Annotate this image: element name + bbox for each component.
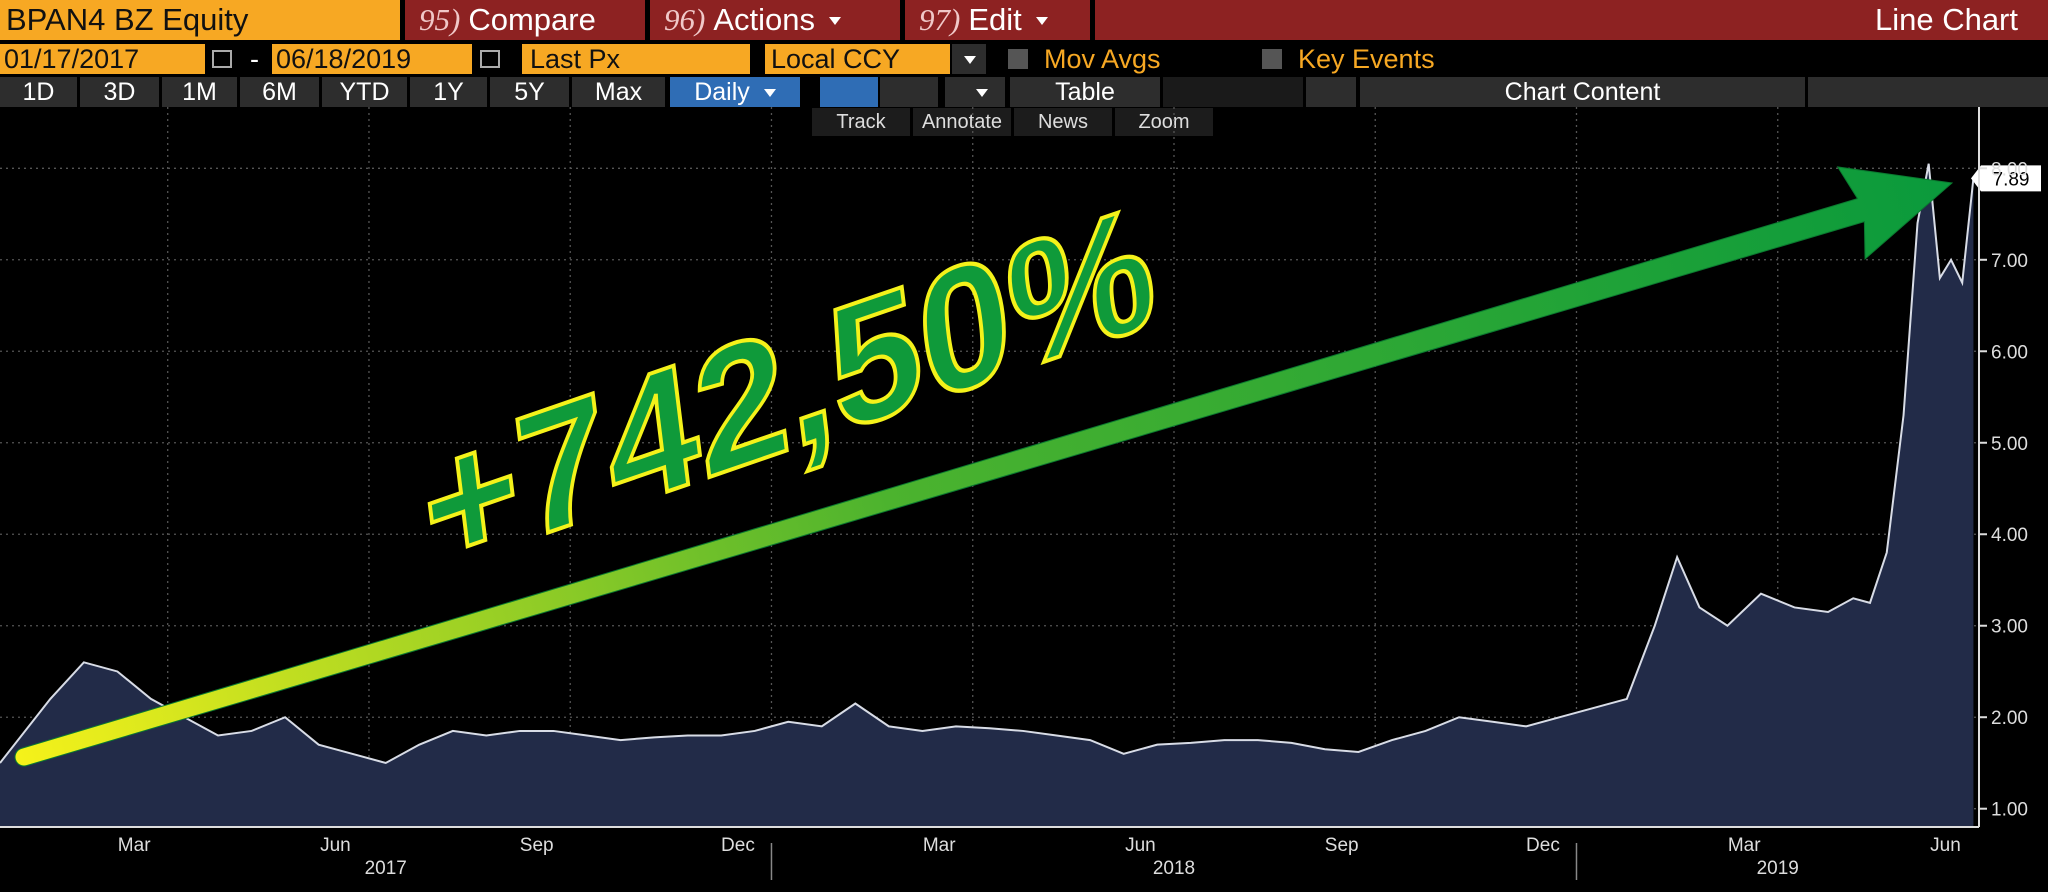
range-button-text: 6M bbox=[262, 77, 297, 106]
tool-button[interactable]: Track bbox=[812, 108, 910, 136]
more-dropdown[interactable] bbox=[945, 77, 1005, 107]
currency-dropdown[interactable] bbox=[952, 44, 986, 74]
y-tick-label: 1.00 bbox=[1991, 800, 2028, 821]
field[interactable]: Last Px bbox=[522, 44, 750, 74]
y-tick-label: 7.00 bbox=[1991, 251, 2028, 272]
calendar bbox=[212, 50, 232, 68]
settings-gear[interactable] bbox=[1808, 77, 2048, 107]
tool-button-text: Annotate bbox=[921, 110, 1003, 133]
x-tick-label: Dec bbox=[1526, 835, 1560, 856]
menu-number: 97) bbox=[919, 2, 961, 37]
checkbox-option[interactable]: Key Events bbox=[1262, 44, 1542, 74]
checkbox[interactable] bbox=[1008, 49, 1028, 69]
tool-button-text: Track bbox=[836, 110, 886, 133]
ticker[interactable]: BPAN4 BZ Equity bbox=[0, 0, 400, 40]
tool-button[interactable]: Annotate bbox=[913, 108, 1011, 136]
range-button-text: 3D bbox=[103, 77, 136, 106]
currency-text: Local CCY bbox=[771, 43, 901, 74]
range-button[interactable]: 5Y bbox=[490, 77, 569, 107]
menu-number: 96) bbox=[664, 2, 706, 37]
start-date-text: 01/17/2017 bbox=[4, 43, 140, 74]
option-label: Key Events bbox=[1298, 43, 1435, 74]
tool-button-text: Zoom bbox=[1138, 110, 1190, 133]
x-tick-label: Jun bbox=[1930, 835, 1961, 856]
x-tick-label: Mar bbox=[118, 835, 151, 856]
range-button[interactable]: 1M bbox=[162, 77, 237, 107]
range-button[interactable]: 1Y bbox=[410, 77, 487, 107]
menu-label: Edit bbox=[968, 2, 1022, 37]
end-date-text: 06/18/2019 bbox=[276, 43, 412, 74]
menu-button[interactable]: 97) Edit bbox=[905, 0, 1090, 40]
table-button[interactable]: Table bbox=[1010, 77, 1160, 107]
arrow-shape bbox=[14, 166, 1954, 767]
y-tick-label: 4.00 bbox=[1991, 525, 2028, 546]
chart-content[interactable]: Chart Content bbox=[1360, 77, 1805, 107]
menu-button[interactable]: 96) Actions bbox=[650, 0, 900, 40]
end-date[interactable]: 06/18/2019 bbox=[272, 44, 472, 74]
tool-button[interactable]: News bbox=[1014, 108, 1112, 136]
x-tick-label: Sep bbox=[520, 835, 554, 856]
x-tick-label: Mar bbox=[923, 835, 956, 856]
collapse-button[interactable] bbox=[1306, 77, 1356, 107]
menu-label: Compare bbox=[468, 2, 596, 37]
frequency-text: Daily bbox=[694, 77, 750, 106]
start-date[interactable]: 01/17/2017 bbox=[0, 44, 205, 74]
y-tick-label: 5.00 bbox=[1991, 434, 2028, 455]
ticker-text: BPAN4 BZ Equity bbox=[6, 2, 249, 37]
field-text: Last Px bbox=[530, 43, 621, 74]
range-button-text: 1Y bbox=[433, 77, 464, 106]
x-tick-label: Jun bbox=[320, 835, 351, 856]
chart-type[interactable] bbox=[880, 77, 938, 107]
range-button[interactable]: 6M bbox=[240, 77, 319, 107]
last-value-label: 7.89 bbox=[1993, 169, 2030, 190]
currency[interactable]: Local CCY bbox=[765, 44, 950, 74]
frequency[interactable]: Daily bbox=[670, 77, 800, 107]
y-tick-label: 6.00 bbox=[1991, 342, 2028, 363]
annotation: +742,50% bbox=[412, 167, 1164, 610]
area bbox=[0, 163, 1974, 827]
tool-button-text: News bbox=[1037, 110, 1088, 133]
tool-button[interactable]: Zoom bbox=[1115, 108, 1213, 136]
spacer bbox=[1163, 77, 1303, 107]
range-button-text: 1D bbox=[22, 77, 55, 106]
x-tick-label: Sep bbox=[1325, 835, 1359, 856]
range-button[interactable]: 3D bbox=[80, 77, 159, 107]
y-tick-label: 8.00 bbox=[1991, 159, 2028, 180]
x-year-label: 2019 bbox=[1757, 858, 1799, 879]
option-label: Mov Avgs bbox=[1044, 43, 1161, 74]
range-button[interactable]: 1D bbox=[0, 77, 77, 107]
range-button-text: Max bbox=[594, 77, 643, 106]
checkbox-option[interactable]: Mov Avgs bbox=[1008, 44, 1288, 74]
range-button-text: YTD bbox=[339, 77, 390, 106]
menu-button[interactable]: 95) Compare bbox=[405, 0, 645, 40]
y-tick-label: 3.00 bbox=[1991, 617, 2028, 638]
y-tick-label: 2.00 bbox=[1991, 708, 2028, 729]
line bbox=[0, 163, 1975, 765]
x-tick-label: Dec bbox=[721, 835, 755, 856]
range-button-text: 1M bbox=[182, 77, 217, 106]
date-sep-text: - bbox=[250, 43, 259, 74]
menu-label: Actions bbox=[713, 2, 815, 37]
x-year-label: 2017 bbox=[365, 858, 407, 879]
range-button-text: 5Y bbox=[514, 77, 545, 106]
view-title: Line Chart bbox=[1095, 0, 2048, 40]
date-sep: - bbox=[250, 44, 270, 74]
table-button-text: Table bbox=[1055, 77, 1115, 106]
calendar bbox=[480, 50, 500, 68]
x-year-label: 2018 bbox=[1153, 858, 1195, 879]
range-button[interactable]: YTD bbox=[322, 77, 407, 107]
view-title-text: Line Chart bbox=[1874, 2, 2018, 37]
x-tick-label: Mar bbox=[1728, 835, 1761, 856]
annotation-arrow bbox=[14, 166, 1954, 767]
chart-content-text: Chart Content bbox=[1504, 77, 1661, 106]
last-value-badge bbox=[1971, 165, 2041, 192]
range-button[interactable]: Max bbox=[572, 77, 665, 107]
x-tick-label: Jun bbox=[1125, 835, 1156, 856]
checkbox[interactable] bbox=[1262, 49, 1282, 69]
chart-type[interactable] bbox=[820, 77, 878, 107]
menu-number: 95) bbox=[419, 2, 461, 37]
